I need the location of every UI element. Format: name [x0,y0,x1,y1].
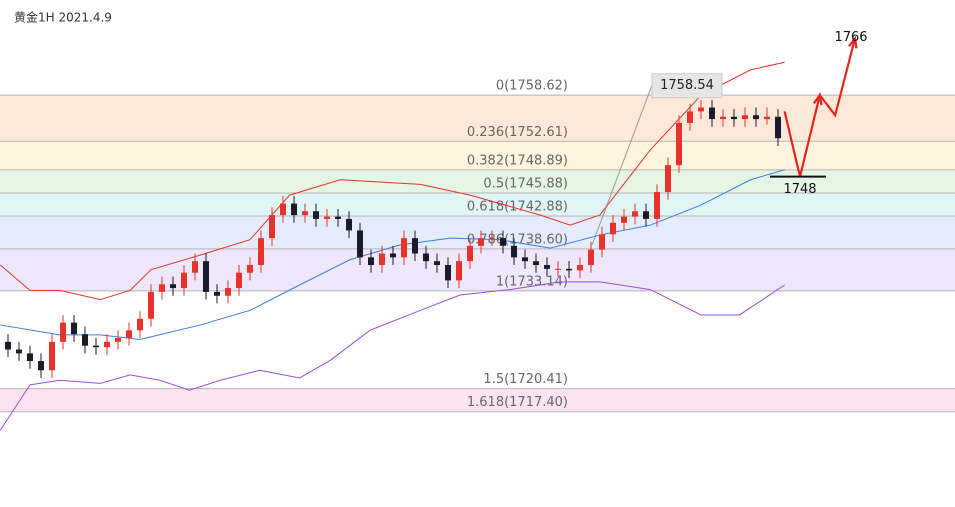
candle-body [577,265,583,271]
candle-body [456,261,462,281]
fib-label: 0.382(1748.89) [467,153,568,168]
candle-body [643,211,649,219]
chart-title: 黄金1H 2021.4.9 [14,10,112,25]
fib-label: 0.5(1745.88) [483,176,568,191]
candle-body [467,245,473,262]
candle-body [709,107,715,120]
candle-body [720,116,726,120]
fib-label: 0.236(1752.61) [467,125,568,140]
candle-body [159,284,165,292]
candle-body [357,230,363,258]
candle-body [478,238,484,246]
candle-body [599,234,605,250]
candle-body [368,257,374,266]
candle-body [731,116,737,120]
candle-body [522,257,528,262]
candle-body [489,238,495,240]
candle-body [258,238,264,266]
candle-body [434,261,440,266]
candle-body [500,238,506,246]
candle-body [610,222,616,235]
fib-label: 1.618(1717.40) [467,395,568,410]
candle-body [181,272,187,289]
fib-band [0,95,955,142]
candle-body [126,330,132,338]
candle-body [16,349,22,354]
candle-body [38,361,44,371]
candle-body [335,216,341,219]
candle-body [324,216,330,219]
price-label: 1758.54 [660,78,714,93]
candle-body [137,318,143,331]
candle-body [423,253,429,262]
candle-body [269,215,275,239]
candle-body [764,116,770,120]
candle-body [775,116,781,139]
candle-body [148,291,154,319]
indicator-line [0,61,785,301]
candle-body [115,338,121,342]
candle-body [566,268,572,271]
candle-body [698,107,704,112]
candle-body [236,272,242,289]
candle-body [214,291,220,296]
fib-label: 1(1733.14) [496,274,568,289]
candle-body [544,265,550,269]
candle-body [170,284,176,289]
fib-band [0,388,955,412]
candle-body [49,341,55,371]
candle-body [654,192,660,219]
fib-label: 1.5(1720.41) [483,372,568,387]
arrow-head [848,35,858,49]
fib-label: 0(1758.62) [496,79,568,94]
connector-line [591,84,653,246]
candle-body [632,211,638,217]
candle-body [445,265,451,281]
candle-body [753,115,759,120]
candle-body [742,115,748,120]
candle-body [280,203,286,216]
candle-body [533,261,539,266]
candle-body [203,261,209,292]
candle-body [225,288,231,296]
candle-body [27,353,33,362]
candle-body [71,322,77,335]
fib-bands [0,94,955,413]
candle-body [104,341,110,348]
candle-body [621,216,627,223]
candle-body [676,122,682,166]
candle-body [379,253,385,266]
candle-body [5,341,11,350]
candle-body [555,268,561,270]
target-label: 1766 [834,30,867,45]
fib-band [0,216,955,249]
price-label-box [651,73,723,99]
candle-body [247,265,253,273]
fib-band [0,192,955,217]
candle-body [302,211,308,216]
candle-body [291,203,297,216]
candle-body [60,322,66,342]
candle-body [588,249,594,266]
indicator-line [0,281,785,431]
fib-band [0,169,955,193]
candle-body [511,245,517,258]
fib-band [0,248,955,291]
candle-body [192,261,198,273]
candle-body [390,253,396,258]
candle-body [346,218,352,231]
candle-body [313,211,319,219]
candle-body [93,345,99,348]
support-label: 1748 [783,182,816,197]
arrow-head [812,92,823,106]
candle-body [412,238,418,254]
candle-body [401,238,407,258]
fib-label: 0.618(1742.88) [467,200,568,215]
candle-body [687,111,693,123]
candle-body [82,334,88,346]
candle-body [665,165,671,193]
